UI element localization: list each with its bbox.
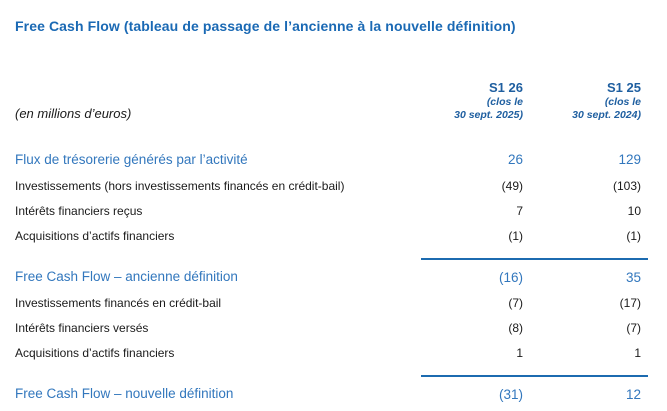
table-row-total: Free Cash Flow – ancienne définition (16…	[15, 258, 648, 290]
table-row: Acquisitions d’actifs financiers (1) (1)	[15, 223, 648, 248]
value-s1-25: 129	[618, 151, 641, 167]
value-s1-25: 12	[525, 375, 648, 407]
row-label: Acquisitions d’actifs financiers	[15, 345, 175, 360]
period-label: S1 25	[607, 80, 641, 95]
period-close-note: (clos le	[486, 96, 523, 108]
value-s1-26: 1	[516, 345, 523, 360]
row-label: Investissements (hors investissements fi…	[15, 178, 345, 193]
value-s1-26: (8)	[508, 320, 523, 335]
value-s1-25: (7)	[626, 320, 641, 335]
row-label: Free Cash Flow – nouvelle définition	[15, 386, 234, 401]
table-row-total: Free Cash Flow – nouvelle définition (31…	[15, 375, 648, 407]
table-row: Flux de trésorerie générés par l’activit…	[15, 145, 648, 173]
unit-note: (en millions d’euros)	[15, 106, 132, 121]
period-close-note: (clos le	[604, 96, 641, 108]
value-s1-26: (16)	[421, 258, 525, 290]
row-label: Acquisitions d’actifs financiers	[15, 228, 175, 243]
row-label: Intérêts financiers versés	[15, 320, 149, 335]
value-s1-26: (31)	[421, 375, 525, 407]
value-s1-25: (17)	[619, 295, 641, 310]
table-row: Intérêts financiers reçus 7 10	[15, 198, 648, 223]
value-s1-25: 10	[627, 203, 641, 218]
row-label: Intérêts financiers reçus	[15, 203, 143, 218]
value-s1-26: (1)	[508, 228, 523, 243]
table-header-row: (en millions d’euros) S1 26 (clos le 30 …	[15, 80, 648, 122]
value-s1-25: 35	[525, 258, 648, 290]
value-s1-26: 7	[516, 203, 523, 218]
value-s1-26: 26	[507, 151, 523, 167]
page-title: Free Cash Flow (tableau de passage de l’…	[15, 18, 516, 34]
period-label: S1 26	[489, 80, 523, 95]
table-row: Investissements (hors investissements fi…	[15, 173, 648, 198]
period-close-date: 30 sept. 2025)	[454, 109, 523, 121]
period-close-date: 30 sept. 2024)	[572, 109, 641, 121]
table-row: Intérêts financiers versés (8) (7)	[15, 315, 648, 340]
column-header-s1-25: S1 25 (clos le 30 sept. 2024)	[525, 80, 648, 122]
value-s1-25: 1	[634, 345, 641, 360]
column-header-s1-26: S1 26 (clos le 30 sept. 2025)	[421, 80, 525, 122]
value-s1-26: (7)	[508, 295, 523, 310]
row-label: Free Cash Flow – ancienne définition	[15, 269, 238, 284]
value-s1-25: (103)	[612, 178, 641, 193]
value-s1-25: (1)	[626, 228, 641, 243]
table-row: Investissements financés en crédit-bail …	[15, 290, 648, 315]
table-row: Acquisitions d’actifs financiers 1 1	[15, 340, 648, 365]
fcf-table: (en millions d’euros) S1 26 (clos le 30 …	[15, 80, 648, 407]
row-label: Flux de trésorerie générés par l’activit…	[15, 151, 248, 167]
row-label: Investissements financés en crédit-bail	[15, 295, 222, 310]
value-s1-26: (49)	[501, 178, 523, 193]
